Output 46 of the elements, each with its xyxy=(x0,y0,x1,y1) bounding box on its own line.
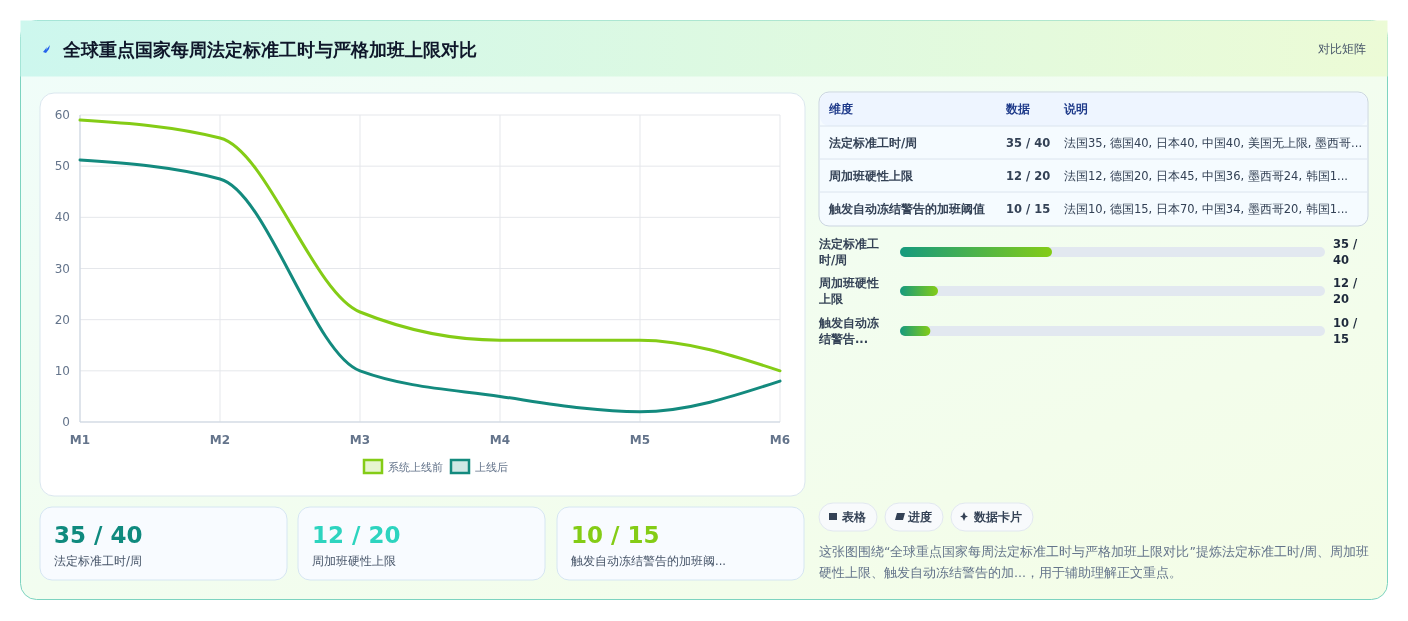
y-tick-label: 20 xyxy=(54,312,70,327)
text: 12 / 20 xyxy=(1006,168,1051,183)
text: 触发自动冻结警告的加班阈值 xyxy=(828,202,985,216)
line-series xyxy=(78,118,782,373)
text: 数据 xyxy=(1005,102,1030,116)
x-tick-label: M3 xyxy=(349,433,371,447)
text: 12 / 20 xyxy=(312,522,401,548)
text: 周加班硬性上限 xyxy=(828,168,914,183)
text: 法国35, 德国40, 日本40, 中国40, 美国无上限, 墨西哥... xyxy=(1064,135,1363,150)
x-tick-label: M4 xyxy=(489,433,511,447)
x-tick-label: M5 xyxy=(629,433,651,447)
text: 全球重点国家每周法定标准工时与严格加班上限对比 xyxy=(62,39,477,60)
y-tick-label: 50 xyxy=(54,159,70,174)
text: 数据卡片 xyxy=(973,510,1022,524)
y-tick-label: 60 xyxy=(54,108,70,122)
text: 法国10, 德国15, 日本70, 中国34, 墨西哥20, 韩国1... xyxy=(1064,202,1349,216)
text: 说明 xyxy=(1063,102,1088,116)
text: 35 / 40 xyxy=(54,522,143,548)
x-tick-label: M6 xyxy=(769,433,791,447)
y-tick-label: 周加班硬性上限 xyxy=(818,276,879,306)
y-tick-label: 0 xyxy=(62,415,70,429)
y-tick-label: 30 xyxy=(54,261,70,276)
text: 12 / 20 xyxy=(1333,276,1358,306)
legend-label: 系统上线前 xyxy=(388,461,443,474)
text: 维度 xyxy=(828,102,853,116)
x-tick-label: M1 xyxy=(69,433,91,447)
y-tick-label: 法定标准工时/周 xyxy=(818,237,879,267)
text: 进度 xyxy=(907,510,932,524)
y-tick-label: 触发自动冻结警告... xyxy=(818,316,880,346)
text: 10 / 15 xyxy=(571,522,660,548)
line-series xyxy=(78,158,782,414)
text: 10 / 15 xyxy=(1333,316,1358,346)
text: 周加班硬性上限 xyxy=(312,554,396,568)
text: 法定标准工时/周 xyxy=(828,135,918,150)
text: 法国12, 德国20, 日本45, 中国36, 墨西哥24, 韩国1... xyxy=(1064,168,1349,183)
y-tick-label: 10 xyxy=(54,363,70,378)
y-tick-label: 40 xyxy=(54,210,70,225)
text: 这张图围绕“全球重点国家每周法定标准工时与严格加班上限对比”提炼法定标准工时/周、周加班硬性上限、触发自动冻结警告的加...，用于辅助理解正文重点。 xyxy=(819,544,1370,580)
text: 35 / 40 xyxy=(1006,135,1051,150)
legend-label: 上线后 xyxy=(475,461,508,474)
text: 表格 xyxy=(841,510,867,524)
text: 10 / 15 xyxy=(1006,202,1051,216)
x-tick-label: M2 xyxy=(209,433,231,447)
text: 触发自动冻结警告的加班阈... xyxy=(571,554,726,568)
text: 对比矩阵 xyxy=(1318,42,1366,56)
text: 35 / 40 xyxy=(1333,237,1358,267)
